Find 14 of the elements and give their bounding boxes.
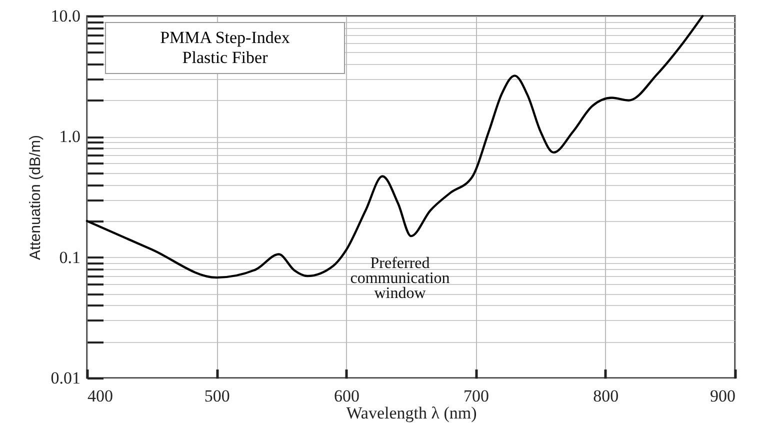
annotation: Preferred communication window [349, 255, 451, 302]
text-box: PMMA Step-Index Plastic Fiber [105, 22, 345, 74]
y-tick-label: 0.1 [59, 248, 80, 267]
y-tick-label: 10.0 [50, 6, 80, 26]
x-tick-label: 800 [593, 386, 619, 406]
y-tick-label: 1.0 [59, 127, 80, 146]
x-tick-label: 700 [464, 386, 490, 406]
x-tick-label: 500 [204, 386, 230, 406]
x-tick-label: 400 [88, 386, 113, 406]
x-axis-title: Wavelength λ (nm) [346, 404, 477, 422]
y-tick-label: 0.01 [50, 368, 80, 388]
x-tick-label: 600 [334, 386, 360, 406]
y-axis-title: Attenuation (dB/m) [26, 134, 44, 260]
x-tick-label: 900 [710, 386, 736, 406]
